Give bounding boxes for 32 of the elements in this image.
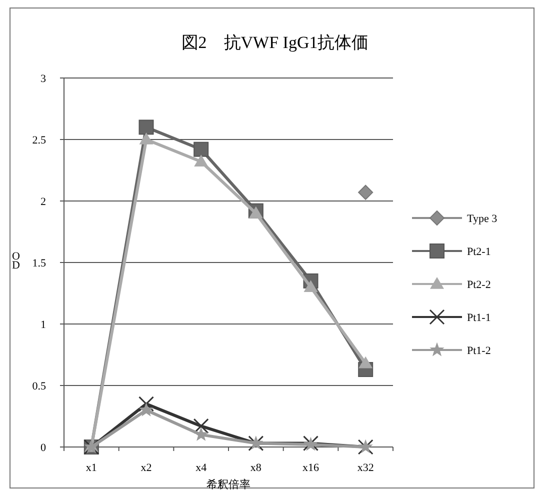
y-tick-label: 0.5 bbox=[32, 380, 46, 392]
y-tick-label: 2.5 bbox=[32, 134, 46, 146]
y-tick-label: 3 bbox=[40, 73, 46, 85]
x-tick-label: x1 bbox=[86, 462, 97, 474]
x-tick-label: x2 bbox=[140, 462, 152, 474]
y-axis-title: OD bbox=[12, 250, 20, 272]
legend-label: Type 3 bbox=[467, 213, 498, 225]
point bbox=[193, 418, 209, 434]
point bbox=[248, 206, 263, 218]
point bbox=[358, 184, 374, 200]
y-tick-label: 2 bbox=[40, 196, 46, 208]
point bbox=[304, 280, 318, 292]
y-tick-label: 1.5 bbox=[32, 258, 46, 270]
point bbox=[138, 402, 154, 416]
legend-label: Pt2-1 bbox=[467, 246, 491, 258]
legend-label: Pt1-1 bbox=[467, 312, 491, 324]
x-tick-label: x4 bbox=[196, 462, 208, 474]
x-tick-label: x16 bbox=[302, 462, 320, 474]
legend-label: Pt2-2 bbox=[467, 279, 491, 291]
y-tick-label: 1 bbox=[40, 319, 46, 331]
legend-label: Pt1-2 bbox=[467, 345, 491, 357]
chart-title: 図2 抗VWF IgG1抗体価 bbox=[181, 33, 369, 52]
point bbox=[194, 142, 209, 157]
point bbox=[138, 396, 154, 412]
x-tick-label: x32 bbox=[357, 462, 374, 474]
point bbox=[358, 356, 373, 368]
point bbox=[139, 132, 154, 144]
x-axis-title: 希釈倍率 bbox=[206, 478, 250, 491]
x-tick-label: x8 bbox=[250, 462, 262, 474]
point bbox=[194, 154, 208, 167]
y-tick-label: 0 bbox=[40, 442, 46, 454]
point bbox=[138, 120, 154, 135]
